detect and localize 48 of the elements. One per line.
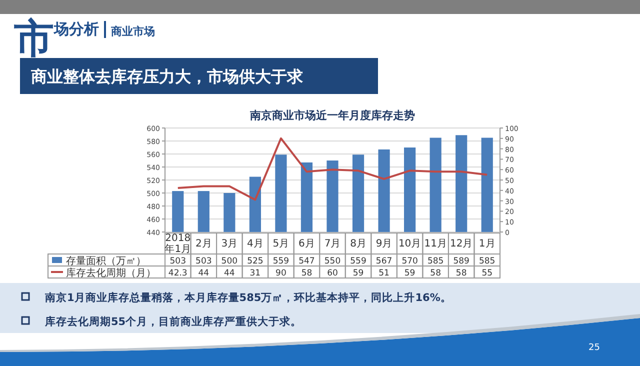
x-tick-label: 12月 bbox=[450, 238, 473, 250]
data-label: 60 bbox=[327, 268, 338, 278]
data-label: 42.3 bbox=[168, 268, 188, 278]
data-label: 31 bbox=[250, 268, 261, 278]
x-tick-label: 5月 bbox=[272, 238, 290, 250]
x-tick-label: 3月 bbox=[221, 238, 238, 250]
legend-label: 库存去化周期（月） bbox=[66, 267, 156, 279]
data-label: 44 bbox=[198, 268, 210, 278]
line-series bbox=[176, 137, 488, 201]
legend-label: 存量面积（万㎡） bbox=[66, 255, 146, 267]
data-label: 59 bbox=[404, 268, 416, 278]
x-tick-label: 11月 bbox=[424, 238, 447, 250]
x-tick-label: 2月 bbox=[195, 238, 212, 250]
text: 商业整体去库存压力大，市场供大于求 bbox=[30, 67, 304, 86]
data-label: 58 bbox=[430, 268, 441, 278]
text: 25 bbox=[588, 343, 600, 353]
data-label: 51 bbox=[378, 268, 390, 278]
x-tick-label: 8月 bbox=[350, 238, 366, 250]
data-label: 525 bbox=[247, 256, 264, 266]
data-label: 570 bbox=[402, 256, 418, 266]
text: 库存去化周期55个月，目前商业库存严重供大于求。 bbox=[44, 315, 302, 328]
data-label: 58 bbox=[301, 268, 312, 278]
data-label: 58 bbox=[456, 268, 467, 278]
data-label: 90 bbox=[276, 268, 286, 278]
data-label: 589 bbox=[453, 256, 470, 266]
data-label: 559 bbox=[350, 256, 366, 266]
data-label: 585 bbox=[479, 256, 496, 266]
chart-title: 南京商业市场近一年月度库存走势 bbox=[249, 109, 415, 122]
data-label: 44 bbox=[224, 268, 235, 278]
data-label: 55 bbox=[482, 268, 493, 278]
x-tick-label: 1月 bbox=[478, 238, 496, 250]
data-label: 547 bbox=[298, 256, 315, 266]
data-label: 500 bbox=[221, 256, 238, 266]
data-label: 559 bbox=[272, 256, 290, 266]
data-label: 585 bbox=[427, 256, 444, 266]
data-label: 503 bbox=[196, 256, 212, 266]
x-tick-label: 4月 bbox=[247, 238, 264, 250]
x-tick-label: 2018年1月 bbox=[164, 233, 192, 255]
data-label: 567 bbox=[376, 256, 392, 266]
data-label: 503 bbox=[170, 256, 186, 266]
text: 商业市场 bbox=[110, 25, 155, 38]
data-label: 550 bbox=[324, 256, 341, 266]
x-tick-label: 7月 bbox=[324, 238, 341, 250]
x-tick-label: 10月 bbox=[398, 238, 422, 250]
x-tick-label: 6月 bbox=[298, 238, 315, 250]
text: 南京1月商业库存总量稍落，本月库存量585万㎡，环比基本持平，同比上升16%。 bbox=[44, 291, 452, 304]
x-tick-label: 9月 bbox=[376, 238, 392, 250]
data-label: 59 bbox=[352, 268, 364, 278]
